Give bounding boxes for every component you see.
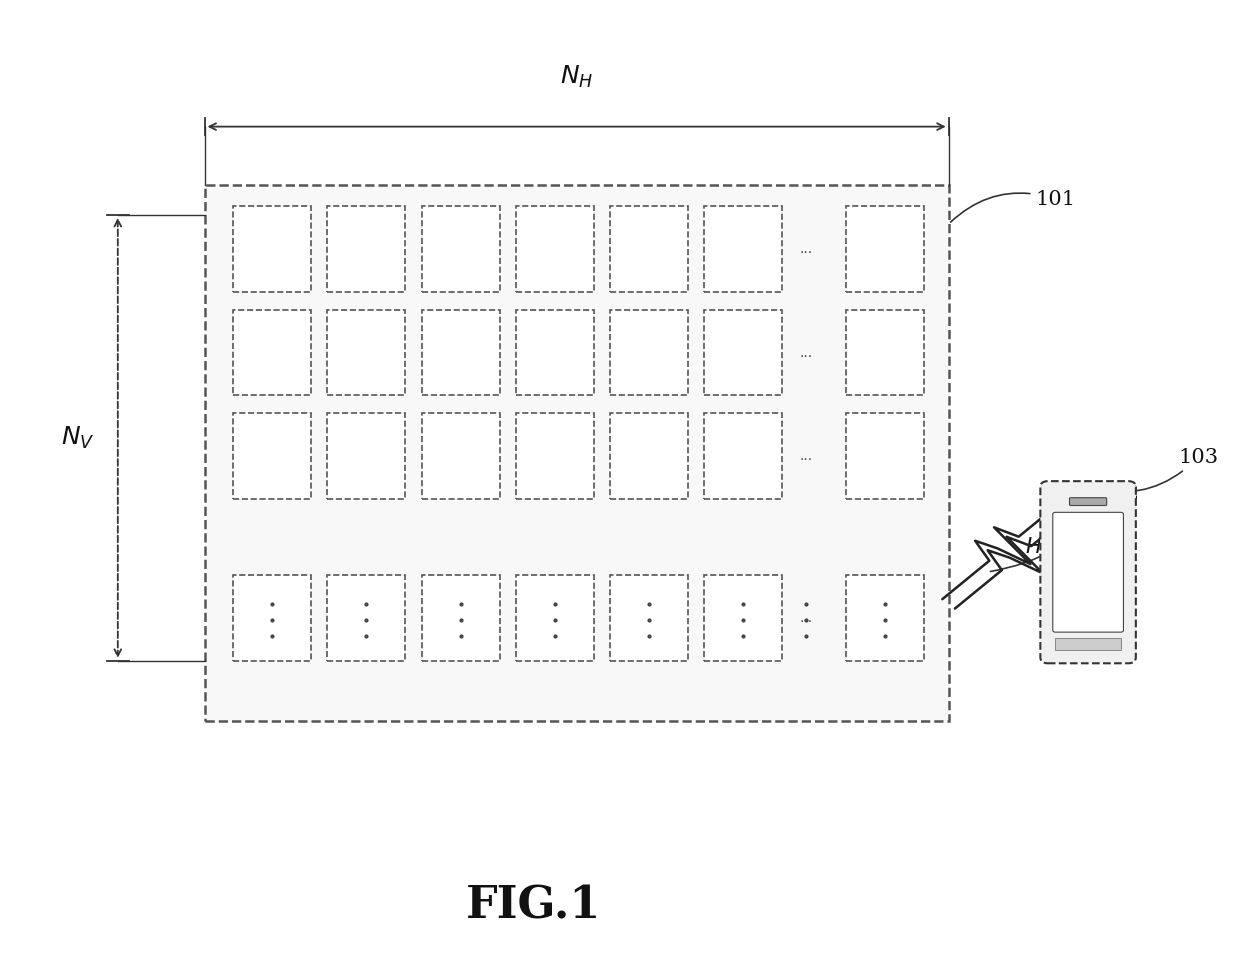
Bar: [516, 206, 594, 292]
Bar: [516, 310, 594, 395]
Bar: [704, 206, 782, 292]
Bar: [610, 310, 688, 395]
Bar: [422, 413, 500, 499]
Bar: [846, 310, 924, 395]
Bar: [610, 206, 688, 292]
Bar: [422, 575, 500, 660]
Bar: [233, 575, 311, 660]
Text: ...: ...: [800, 611, 812, 625]
Text: $N_V$: $N_V$: [61, 425, 95, 451]
Bar: [422, 206, 500, 292]
Bar: [1055, 638, 1121, 650]
FancyBboxPatch shape: [1069, 498, 1107, 506]
Text: 103: 103: [1091, 448, 1218, 492]
Bar: [422, 310, 500, 395]
Bar: [233, 413, 311, 499]
Text: $N_H$: $N_H$: [560, 63, 593, 90]
Bar: [610, 575, 688, 660]
Bar: [327, 310, 405, 395]
Text: ...: ...: [800, 449, 812, 463]
Bar: [704, 413, 782, 499]
Bar: [516, 413, 594, 499]
Text: FIG.1: FIG.1: [465, 884, 601, 927]
Bar: [704, 575, 782, 660]
Bar: [846, 413, 924, 499]
FancyBboxPatch shape: [1053, 512, 1123, 632]
Bar: [516, 575, 594, 660]
Bar: [233, 310, 311, 395]
Bar: [704, 310, 782, 395]
Bar: [233, 206, 311, 292]
Bar: [846, 206, 924, 292]
Bar: [610, 413, 688, 499]
Bar: [327, 206, 405, 292]
Bar: [327, 575, 405, 660]
Bar: [327, 413, 405, 499]
Bar: [846, 575, 924, 660]
Text: $H(N_H\times H_V)$: $H(N_H\times H_V)$: [1025, 536, 1136, 559]
Bar: [205, 185, 949, 721]
Text: 102: 102: [991, 484, 1140, 572]
FancyBboxPatch shape: [1040, 481, 1136, 663]
Text: ...: ...: [800, 346, 812, 359]
Text: ...: ...: [800, 243, 812, 256]
Text: 101: 101: [951, 190, 1075, 222]
